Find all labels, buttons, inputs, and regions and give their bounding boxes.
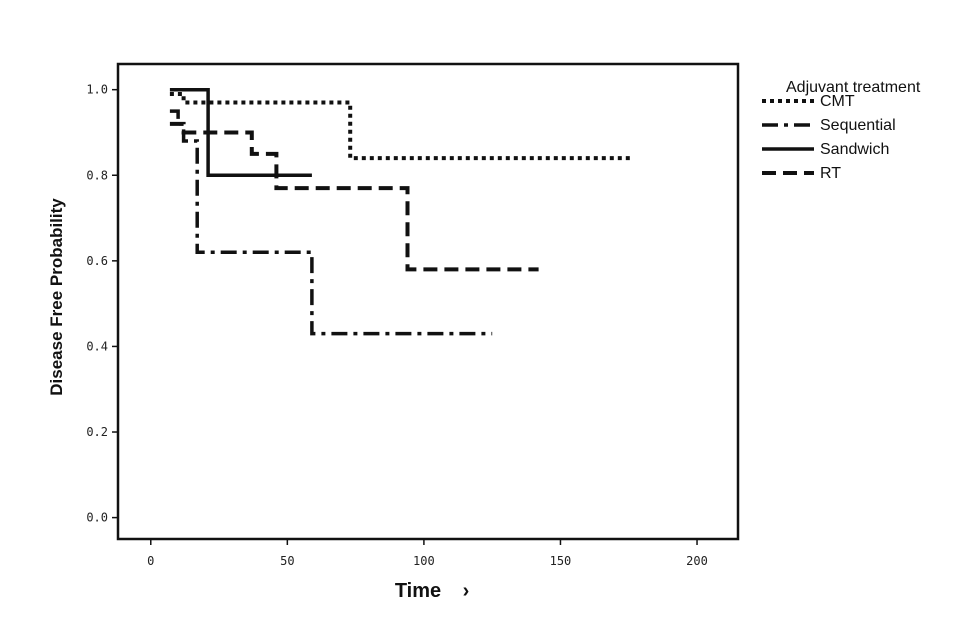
x-axis-title: Time: [395, 580, 441, 602]
series-line-sequential: [169, 109, 493, 336]
y-axis-title: Disease Free Probability: [47, 198, 66, 396]
y-tick-label: 0.0: [86, 511, 108, 525]
y-tick-label: 1.0: [86, 83, 108, 97]
legend-title: Adjuvant treatment: [786, 79, 921, 96]
legend-label: RT: [820, 165, 841, 182]
x-axis: 0 50 100 150 200: [147, 539, 708, 568]
x-tick-label: 100: [413, 554, 435, 568]
y-tick-label: 0.8: [86, 168, 108, 182]
x-tick-label: 150: [550, 554, 572, 568]
legend-label: Sequential: [820, 117, 896, 134]
x-axis-title-suffix: ›: [463, 580, 470, 602]
y-axis: 0.0 0.2 0.4 0.6 0.8 1.0: [86, 83, 118, 525]
legend-label: Sandwich: [820, 141, 889, 158]
y-tick-label: 0.2: [86, 425, 108, 439]
legend: Adjuvant treatment CMT Sequential Sandwich…: [762, 79, 921, 182]
y-tick-label: 0.6: [86, 254, 108, 268]
x-tick-label: 50: [280, 554, 294, 568]
series-line-cmt: [169, 92, 632, 161]
y-tick-label: 0.4: [86, 339, 108, 353]
legend-label: CMT: [820, 93, 855, 110]
series-line-rt: [169, 121, 539, 272]
plot-area-frame: [116, 62, 740, 541]
x-tick-label: 0: [147, 554, 154, 568]
series-layer: [169, 87, 632, 336]
x-tick-label: 200: [686, 554, 708, 568]
